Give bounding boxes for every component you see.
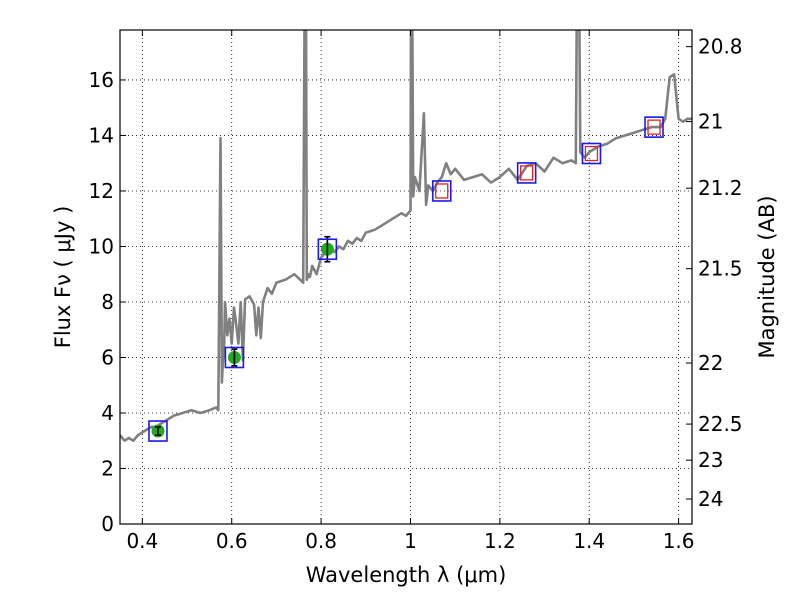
bandpass-box — [224, 346, 245, 369]
x-tick-label: 1.6 — [663, 529, 695, 553]
right-tick-label: 21 — [698, 110, 723, 134]
spectrum-line — [120, 30, 692, 443]
right-tick-label: 24 — [698, 487, 723, 511]
model-marker — [584, 145, 599, 162]
model-marker — [520, 165, 534, 181]
bandpass-box — [148, 420, 168, 442]
spectrum-series — [120, 30, 692, 443]
plot-frame — [119, 29, 693, 525]
y-tick-label: 6 — [101, 345, 114, 369]
right-tick-label: 21.2 — [698, 176, 743, 200]
y-tick-label: 16 — [89, 68, 114, 92]
x-tick-label: 0.6 — [216, 529, 248, 553]
bandpass-box — [644, 116, 664, 138]
bandpass-box — [516, 162, 537, 184]
right-tick-label: 21.5 — [698, 257, 743, 281]
y-tick-label: 4 — [101, 401, 114, 425]
y-tick-label: 0 — [101, 512, 114, 536]
x-tick-label: 0.4 — [126, 529, 158, 553]
photometry-point — [224, 346, 245, 369]
y-tick-label: 12 — [89, 179, 114, 203]
photometry-point — [516, 162, 537, 184]
bandpass-box — [431, 180, 452, 202]
right-tick-label: 22 — [698, 351, 723, 375]
x-tick-label: 1 — [404, 529, 417, 553]
axis-ticks: 0.4 0.6 0.8 1 1.2 1.4 1.6024681012141620.82121… — [89, 30, 743, 553]
photometry-points — [148, 116, 664, 442]
grid — [120, 30, 692, 525]
y-axis-label: Flux Fν ( μJy ) — [51, 206, 75, 349]
y-tick-label: 10 — [89, 234, 114, 258]
x-tick-label: 1.4 — [573, 529, 605, 553]
x-axis-label: Wavelength λ (μm) — [306, 563, 507, 587]
model-marker — [435, 183, 449, 199]
x-tick-label: 1.2 — [484, 529, 516, 553]
photometry-point — [581, 142, 602, 165]
y-tick-label: 8 — [101, 290, 114, 314]
bandpass-box — [581, 142, 602, 165]
right-tick-label: 20.8 — [698, 35, 743, 59]
photometry-point — [148, 420, 168, 442]
y-tick-label: 14 — [89, 123, 114, 147]
photometry-point — [644, 116, 664, 138]
right-y-axis-label: Magnitude (AB) — [755, 195, 779, 358]
model-marker — [647, 119, 661, 135]
right-tick-label: 23 — [698, 448, 723, 472]
bandpass-box — [317, 238, 338, 261]
x-tick-label: 0.8 — [305, 529, 337, 553]
photometry-point — [317, 235, 338, 263]
y-tick-label: 2 — [101, 456, 114, 480]
right-tick-label: 22.5 — [698, 412, 743, 436]
photometry-point — [431, 180, 452, 202]
